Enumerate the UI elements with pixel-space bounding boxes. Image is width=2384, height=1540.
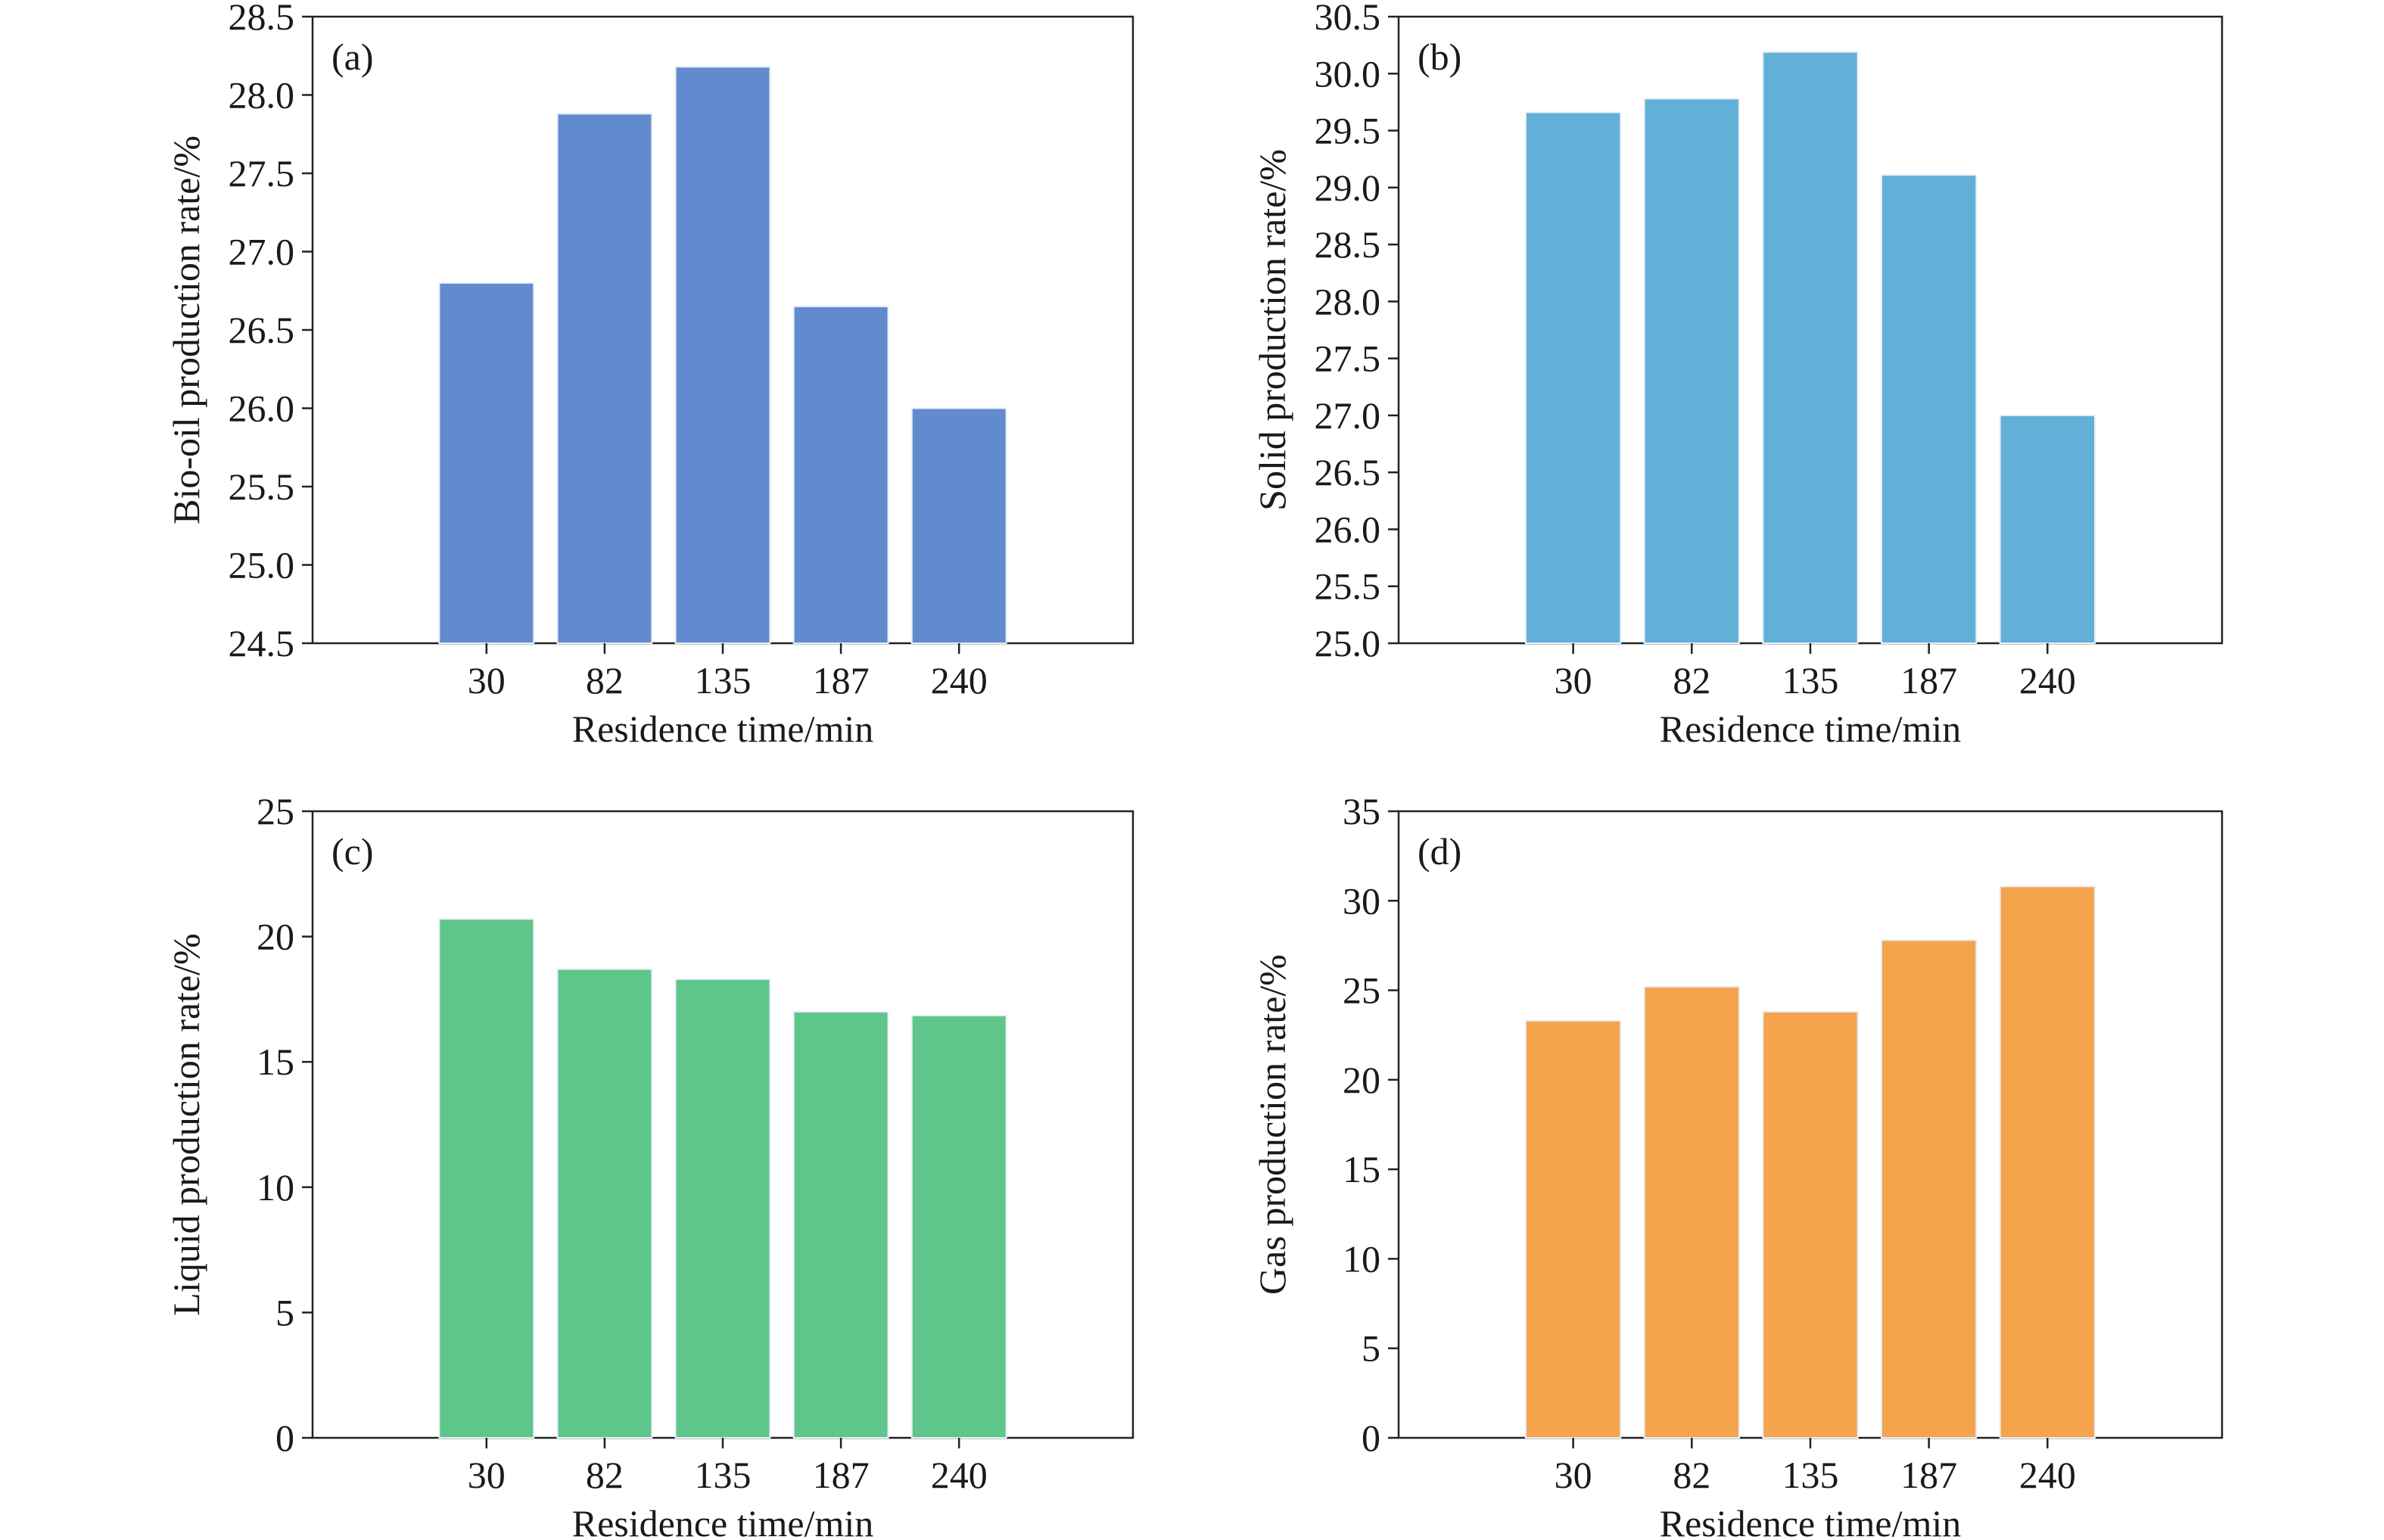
y-tick-label: 27.5 bbox=[229, 152, 295, 194]
bar-30 bbox=[1524, 1019, 1622, 1439]
x-tick-label: 240 bbox=[931, 659, 988, 702]
y-tick-label: 26.5 bbox=[1315, 451, 1381, 493]
y-tick-label: 27.0 bbox=[1315, 394, 1381, 437]
x-tick-label: 30 bbox=[468, 659, 506, 702]
y-tick-label: 30.0 bbox=[1315, 52, 1381, 95]
x-tick-label: 135 bbox=[695, 1454, 752, 1496]
y-tick-label: 10 bbox=[1343, 1237, 1380, 1280]
bar-240 bbox=[1999, 414, 2096, 645]
y-tick-label: 28.0 bbox=[229, 74, 295, 117]
y-tick-label: 10 bbox=[257, 1166, 294, 1209]
y-tick-label: 20 bbox=[1343, 1059, 1380, 1101]
bar-187 bbox=[1881, 174, 1978, 644]
bar-30 bbox=[438, 918, 535, 1439]
chart-panel-d: 0 5 10 15 20 25 30 35 30 82 135 187 240 (d) Residence … bbox=[1251, 790, 2224, 1540]
x-tick-label: 82 bbox=[586, 1454, 624, 1496]
bar-82 bbox=[556, 968, 653, 1439]
x-tick-label: 187 bbox=[1900, 659, 1957, 702]
bar-135 bbox=[674, 66, 771, 645]
y-tick-label: 24.5 bbox=[229, 622, 295, 664]
y-tick-label: 5 bbox=[275, 1291, 294, 1333]
y-axis-label: Bio-oil production rate/% bbox=[165, 135, 207, 524]
x-axis-label: Residence time/min bbox=[1660, 708, 1962, 750]
y-axis-label: Liquid production rate/% bbox=[165, 933, 207, 1315]
y-tick-label: 28.5 bbox=[1315, 223, 1381, 266]
y-tick-label: 26.0 bbox=[229, 387, 295, 430]
x-axis-label: Residence time/min bbox=[572, 1502, 874, 1540]
y-tick-label: 26.5 bbox=[229, 309, 295, 351]
bar-82 bbox=[1643, 98, 1740, 645]
bar-135 bbox=[1762, 51, 1859, 645]
x-tick-label: 82 bbox=[586, 659, 624, 702]
x-tick-label: 135 bbox=[1782, 659, 1839, 702]
y-tick-label: 28.5 bbox=[229, 0, 295, 38]
y-tick-label: 25 bbox=[1343, 969, 1380, 1012]
y-tick-label: 25.5 bbox=[229, 465, 295, 508]
y-tick-label: 25.0 bbox=[229, 544, 295, 586]
y-axis-label: Solid production rate/% bbox=[1251, 149, 1293, 511]
chart-panel-a: 24.5 25.0 25.5 26.0 26.5 27.0 27.5 28.0 28.5 30 82… bbox=[165, 0, 1134, 750]
x-tick-label: 135 bbox=[695, 659, 752, 702]
y-tick-label: 25.5 bbox=[1315, 565, 1381, 608]
bar-187 bbox=[1881, 939, 1978, 1439]
y-tick-label: 26.0 bbox=[1315, 508, 1381, 550]
y-tick-label: 5 bbox=[1362, 1327, 1380, 1370]
x-tick-label: 82 bbox=[1673, 659, 1710, 702]
x-axis-label: Residence time/min bbox=[1660, 1502, 1962, 1540]
y-tick-label: 30.5 bbox=[1315, 0, 1381, 38]
y-tick-label: 27.5 bbox=[1315, 338, 1381, 380]
bar-135 bbox=[1762, 1010, 1859, 1439]
panel-label: (b) bbox=[1418, 36, 1461, 78]
y-axis-label: Gas production rate/% bbox=[1251, 954, 1293, 1295]
y-tick-label: 15 bbox=[1343, 1148, 1380, 1190]
bar-30 bbox=[1524, 111, 1622, 644]
x-tick-label: 240 bbox=[2019, 1454, 2076, 1496]
bar-135 bbox=[674, 978, 771, 1439]
chart-panel-b: 25.0 25.5 26.0 26.5 27.0 27.5 28.0 28.5 29.0 29.5… bbox=[1251, 0, 2224, 750]
panel-label: (a) bbox=[331, 36, 374, 78]
y-tick-label: 15 bbox=[257, 1041, 294, 1083]
bar-240 bbox=[910, 407, 1007, 644]
y-tick-label: 25.0 bbox=[1315, 622, 1381, 664]
y-tick-label: 0 bbox=[1362, 1417, 1380, 1459]
bar-240 bbox=[1999, 885, 2096, 1439]
bar-82 bbox=[556, 113, 653, 644]
panel-label: (d) bbox=[1418, 830, 1461, 873]
bar-240 bbox=[910, 1014, 1007, 1439]
y-tick-label: 29.0 bbox=[1315, 166, 1381, 209]
chart-panel-c: 0 5 10 15 20 25 30 82 135 187 240 (c) Residence time… bbox=[165, 790, 1134, 1540]
x-tick-label: 187 bbox=[813, 1454, 870, 1496]
x-tick-label: 30 bbox=[468, 1454, 506, 1496]
y-tick-label: 29.5 bbox=[1315, 110, 1381, 152]
x-tick-label: 187 bbox=[1900, 1454, 1957, 1496]
x-tick-label: 240 bbox=[931, 1454, 988, 1496]
y-tick-label: 25 bbox=[257, 790, 294, 832]
y-tick-label: 35 bbox=[1343, 790, 1380, 832]
bar-82 bbox=[1643, 985, 1740, 1439]
y-tick-label: 20 bbox=[257, 916, 294, 958]
bar-187 bbox=[792, 1010, 889, 1439]
x-tick-label: 187 bbox=[813, 659, 870, 702]
bar-187 bbox=[792, 305, 889, 644]
y-tick-label: 0 bbox=[275, 1417, 294, 1459]
y-tick-label: 28.0 bbox=[1315, 280, 1381, 322]
bar-30 bbox=[438, 282, 535, 644]
x-tick-label: 240 bbox=[2019, 659, 2076, 702]
y-tick-label: 27.0 bbox=[229, 231, 295, 273]
x-axis-label: Residence time/min bbox=[572, 708, 874, 750]
x-tick-label: 30 bbox=[1555, 659, 1592, 702]
x-tick-label: 30 bbox=[1555, 1454, 1592, 1496]
y-tick-label: 30 bbox=[1343, 879, 1380, 922]
x-tick-label: 135 bbox=[1782, 1454, 1839, 1496]
x-tick-label: 82 bbox=[1673, 1454, 1710, 1496]
panel-label: (c) bbox=[331, 830, 374, 873]
